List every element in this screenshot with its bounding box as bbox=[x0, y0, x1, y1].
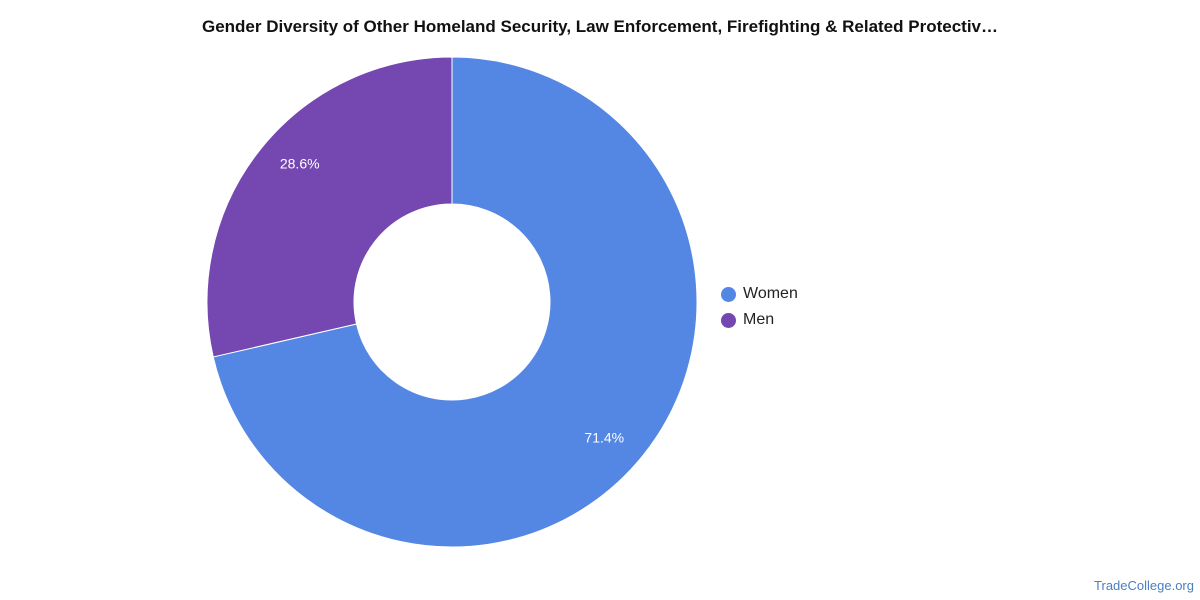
slice-label-women: 71.4% bbox=[584, 430, 624, 446]
legend-label-women: Women bbox=[743, 285, 798, 302]
legend-swatch-women bbox=[721, 286, 736, 302]
legend-item-women[interactable]: Women bbox=[721, 281, 798, 307]
slice-label-men: 28.6% bbox=[280, 156, 320, 172]
slice-women[interactable] bbox=[212, 56, 698, 548]
legend: Women Men bbox=[721, 281, 798, 333]
slice-men[interactable] bbox=[206, 56, 453, 358]
legend-label-men: Men bbox=[743, 311, 775, 328]
watermark-link[interactable]: TradeCollege.org bbox=[1094, 578, 1194, 593]
legend-item-men[interactable]: Men bbox=[721, 307, 798, 333]
legend-swatch-men bbox=[721, 312, 736, 328]
chart-title: Gender Diversity of Other Homeland Secur… bbox=[201, 17, 998, 36]
